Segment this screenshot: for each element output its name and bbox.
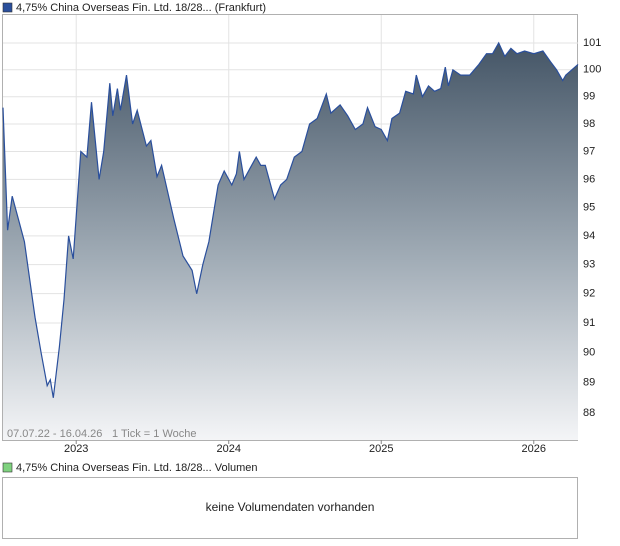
- volume-legend-label: 4,75% China Overseas Fin. Ltd. 18/28... …: [16, 462, 258, 474]
- date-range: 07.07.22 - 16.04.26: [7, 428, 102, 440]
- y-tick-label: 91: [583, 317, 595, 329]
- y-tick-label: 100: [583, 64, 601, 76]
- y-tick-label: 93: [583, 259, 595, 271]
- tick-note: 1 Tick = 1 Woche: [112, 428, 196, 440]
- x-tick-label: 2025: [369, 443, 393, 455]
- y-tick-label: 90: [583, 347, 595, 359]
- y-tick-label: 97: [583, 145, 595, 157]
- legend-swatch: [2, 2, 13, 13]
- y-tick-label: 99: [583, 91, 595, 103]
- y-tick-label: 88: [583, 407, 595, 419]
- area-fill: [3, 43, 578, 440]
- x-tick-label: 2023: [64, 443, 88, 455]
- y-tick-label: 96: [583, 173, 595, 185]
- y-tick-label: 101: [583, 37, 601, 49]
- x-tick-label: 2024: [216, 443, 240, 455]
- price-line: [2, 41, 579, 398]
- marks: [2, 41, 579, 440]
- y-tick-label: 98: [583, 118, 595, 130]
- volume-frame: [2, 477, 578, 539]
- legend-swatch: [2, 462, 13, 473]
- legend-label: 4,75% China Overseas Fin. Ltd. 18/28... …: [16, 2, 266, 14]
- x-tick-label: 2026: [522, 443, 546, 455]
- y-tick-label: 95: [583, 201, 595, 213]
- y-tick-label: 94: [583, 230, 595, 242]
- y-tick-label: 89: [583, 377, 595, 389]
- y-tick-label: 92: [583, 288, 595, 300]
- volume-message: keine Volumendaten vorhanden: [206, 500, 375, 514]
